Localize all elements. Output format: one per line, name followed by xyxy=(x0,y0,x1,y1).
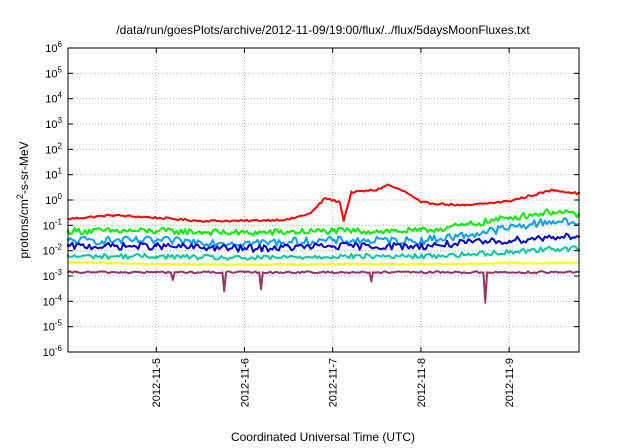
series-line-6 xyxy=(67,260,580,267)
y-tick-label: 100 xyxy=(45,192,62,207)
x-tick-label: 2012-11-5 xyxy=(151,358,163,407)
series-line-4 xyxy=(67,232,580,253)
y-tick-base: 10 xyxy=(45,43,57,55)
y-axis-label-suffix: -s-sr-MeV xyxy=(17,141,31,194)
y-tick-exp: -6 xyxy=(55,344,63,353)
y-tick-exp: 1 xyxy=(58,167,63,176)
series-group xyxy=(67,183,580,304)
series-line-5 xyxy=(67,245,580,261)
series-line-1 xyxy=(67,183,580,223)
x-tick-label: 2012-11-8 xyxy=(416,358,428,407)
y-tick-exp: -5 xyxy=(55,319,63,328)
y-tick-base: 10 xyxy=(45,170,57,182)
y-tick-exp: -3 xyxy=(55,268,63,277)
y-axis-ticks: 10-610-510-410-310-210-11001011021031041… xyxy=(43,40,579,359)
y-tick-base: 10 xyxy=(45,119,57,131)
y-tick-exp: -1 xyxy=(55,217,63,226)
y-tick-exp: 4 xyxy=(58,91,63,100)
y-tick-base: 10 xyxy=(43,322,55,334)
y-tick-label: 102 xyxy=(45,141,62,156)
x-axis-ticks: 2012-11-5 2012-11-6 2012-11-7 2012-11-8 2012… xyxy=(151,48,516,407)
y-axis-label-prefix: protons/cm xyxy=(17,199,31,258)
y-tick-exp: 6 xyxy=(58,40,63,49)
plot-frame xyxy=(67,47,580,353)
series-line-3 xyxy=(67,217,580,248)
y-tick-label: 10-3 xyxy=(43,268,63,283)
x-tick-label: 2012-11-9 xyxy=(504,358,516,407)
y-tick-base: 10 xyxy=(43,246,55,258)
y-tick-exp: -2 xyxy=(55,243,63,252)
y-tick-exp: 2 xyxy=(58,141,63,150)
y-tick-label: 101 xyxy=(45,167,62,182)
y-tick-base: 10 xyxy=(43,296,55,308)
x-axis-label: Coordinated Universal Time (UTC) xyxy=(231,430,415,444)
chart-title: /data/run/goesPlots/archive/2012-11-09/1… xyxy=(116,23,530,37)
y-tick-label: 104 xyxy=(45,91,62,106)
y-tick-base: 10 xyxy=(43,271,55,283)
series-line-7 xyxy=(67,270,580,304)
y-tick-exp: 0 xyxy=(58,192,63,201)
y-tick-label: 10-4 xyxy=(43,293,63,308)
x-tick-label: 2012-11-6 xyxy=(239,358,251,407)
series-line-2 xyxy=(67,208,580,237)
y-tick-exp: -4 xyxy=(55,293,63,302)
y-tick-label: 10-1 xyxy=(43,217,63,232)
y-axis-label: protons/cm2-s-sr-MeV xyxy=(15,141,31,258)
y-axis-label-sup: 2 xyxy=(15,194,25,199)
y-tick-base: 10 xyxy=(43,347,55,359)
y-tick-label: 103 xyxy=(45,116,62,131)
x-tick-label: 2012-11-7 xyxy=(328,358,340,407)
y-tick-base: 10 xyxy=(43,220,55,232)
y-tick-label: 10-2 xyxy=(43,243,63,258)
y-tick-base: 10 xyxy=(45,144,57,156)
y-tick-label: 10-6 xyxy=(43,344,63,359)
y-tick-base: 10 xyxy=(45,195,57,207)
y-tick-base: 10 xyxy=(45,68,57,80)
y-tick-exp: 3 xyxy=(58,116,63,125)
y-tick-exp: 5 xyxy=(58,65,63,74)
y-tick-base: 10 xyxy=(45,94,57,106)
y-tick-label: 106 xyxy=(45,40,62,55)
y-tick-label: 10-5 xyxy=(43,319,63,334)
y-tick-label: 105 xyxy=(45,65,62,80)
